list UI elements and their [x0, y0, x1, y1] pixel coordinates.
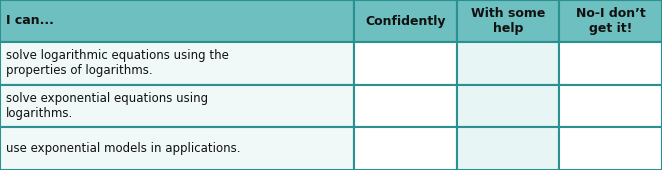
Text: Confidently: Confidently	[365, 14, 446, 28]
Bar	[0, 0, 354, 42]
Bar	[457, 42, 559, 85]
Bar	[354, 85, 457, 127]
Bar	[559, 42, 662, 85]
Text: solve exponential equations using
logarithms.: solve exponential equations using logari…	[6, 92, 208, 120]
Bar	[457, 0, 559, 42]
Text: use exponential models in applications.: use exponential models in applications.	[6, 142, 240, 155]
Text: solve logarithmic equations using the
properties of logarithms.: solve logarithmic equations using the pr…	[6, 49, 229, 77]
Bar	[0, 127, 354, 170]
Bar	[559, 0, 662, 42]
Bar	[354, 127, 457, 170]
Bar	[354, 42, 457, 85]
Bar	[0, 42, 354, 85]
Bar	[457, 85, 559, 127]
Text: No-I don’t
get it!: No-I don’t get it!	[576, 7, 645, 35]
Text: With some
help: With some help	[471, 7, 545, 35]
Bar	[457, 127, 559, 170]
Text: I can...: I can...	[6, 14, 54, 28]
Bar	[559, 127, 662, 170]
Bar	[0, 85, 354, 127]
Bar	[354, 0, 457, 42]
Bar	[559, 85, 662, 127]
